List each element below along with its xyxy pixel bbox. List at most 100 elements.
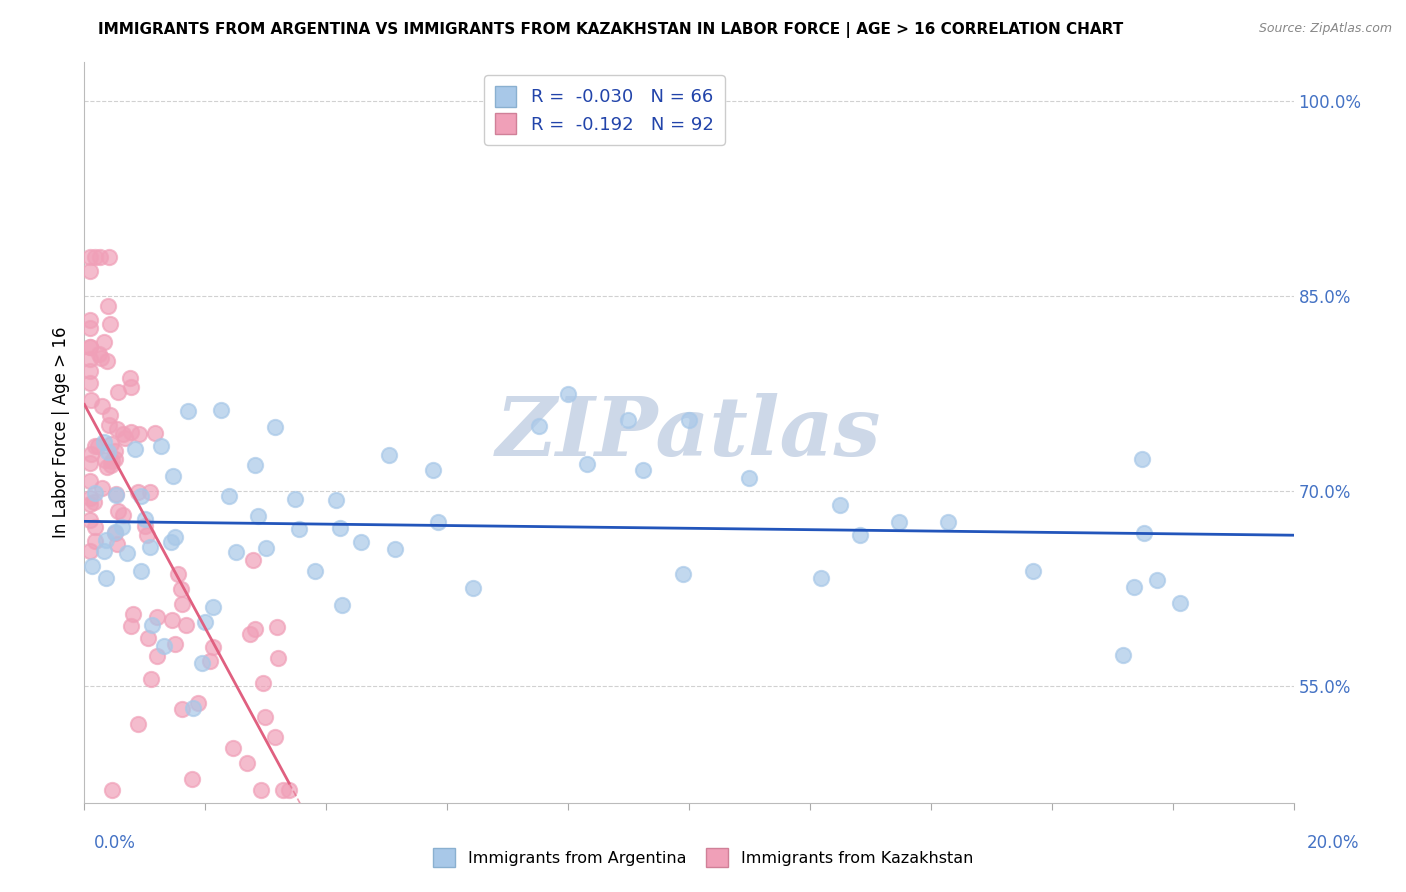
Point bbox=[121, 607, 143, 621]
Point bbox=[242, 553, 264, 567]
Point bbox=[1112, 648, 1135, 663]
Point bbox=[194, 615, 217, 630]
Point bbox=[79, 364, 101, 378]
Point bbox=[149, 439, 172, 453]
Point bbox=[105, 487, 128, 501]
Point bbox=[82, 558, 104, 573]
Point bbox=[236, 756, 259, 771]
Point bbox=[160, 534, 183, 549]
Text: 20.0%: 20.0% bbox=[1306, 834, 1360, 852]
Point bbox=[176, 404, 198, 418]
Point bbox=[165, 530, 187, 544]
Point bbox=[329, 521, 352, 535]
Point bbox=[330, 598, 353, 612]
Point bbox=[162, 614, 184, 628]
Point bbox=[89, 250, 111, 264]
Point bbox=[180, 772, 202, 786]
Legend: R =  -0.030   N = 66, R =  -0.192   N = 92: R = -0.030 N = 66, R = -0.192 N = 92 bbox=[484, 75, 724, 145]
Point bbox=[243, 458, 266, 472]
Point bbox=[101, 454, 124, 468]
Point bbox=[105, 537, 128, 551]
Point bbox=[98, 317, 121, 331]
Point bbox=[246, 509, 269, 524]
Point bbox=[218, 489, 240, 503]
Point bbox=[84, 486, 107, 500]
Point bbox=[97, 299, 120, 313]
Point bbox=[238, 626, 260, 640]
Point bbox=[83, 495, 105, 509]
Point bbox=[101, 782, 124, 797]
Point bbox=[100, 436, 122, 450]
Point bbox=[141, 618, 163, 632]
Point bbox=[174, 618, 197, 632]
Point bbox=[79, 475, 101, 489]
Point bbox=[170, 597, 193, 611]
Point bbox=[134, 512, 156, 526]
Point bbox=[146, 610, 169, 624]
Point bbox=[120, 380, 142, 394]
Point bbox=[111, 508, 134, 523]
Point bbox=[127, 485, 149, 500]
Point bbox=[79, 340, 101, 354]
Point bbox=[91, 399, 114, 413]
Point bbox=[114, 431, 136, 445]
Point bbox=[1123, 580, 1146, 594]
Point bbox=[120, 619, 142, 633]
Point bbox=[89, 346, 111, 360]
Point bbox=[1168, 596, 1191, 610]
Point bbox=[254, 541, 277, 555]
Point bbox=[209, 403, 232, 417]
Point bbox=[134, 518, 156, 533]
Point bbox=[79, 491, 101, 506]
Point bbox=[672, 567, 695, 582]
Point bbox=[80, 447, 103, 461]
Point bbox=[187, 697, 209, 711]
Point bbox=[111, 520, 134, 534]
Point bbox=[575, 458, 598, 472]
Point bbox=[98, 417, 121, 432]
Point bbox=[124, 442, 146, 457]
Point bbox=[79, 544, 101, 558]
Point bbox=[83, 439, 105, 453]
Point bbox=[83, 250, 105, 264]
Point bbox=[105, 488, 128, 502]
Point bbox=[84, 520, 107, 534]
Point bbox=[936, 515, 959, 529]
Point bbox=[94, 571, 117, 585]
Point bbox=[79, 250, 101, 264]
Point bbox=[104, 524, 127, 539]
Point bbox=[120, 425, 142, 440]
Point bbox=[94, 452, 117, 467]
Point bbox=[118, 370, 141, 384]
Point bbox=[79, 313, 101, 327]
Point bbox=[325, 492, 347, 507]
Point bbox=[1133, 525, 1156, 540]
Point bbox=[557, 386, 579, 401]
Point bbox=[79, 376, 101, 391]
Point bbox=[162, 469, 184, 483]
Point bbox=[266, 620, 288, 634]
Point bbox=[250, 782, 273, 797]
Point bbox=[617, 412, 640, 426]
Point bbox=[79, 263, 101, 277]
Point bbox=[90, 351, 112, 365]
Point bbox=[136, 631, 159, 645]
Point bbox=[97, 250, 120, 264]
Point bbox=[288, 522, 311, 536]
Point bbox=[103, 443, 125, 458]
Point bbox=[96, 354, 118, 368]
Point bbox=[107, 384, 129, 399]
Point bbox=[267, 651, 290, 665]
Point bbox=[202, 640, 225, 654]
Point bbox=[139, 485, 162, 500]
Point bbox=[243, 622, 266, 636]
Point bbox=[90, 481, 112, 495]
Point bbox=[263, 419, 285, 434]
Point bbox=[271, 782, 294, 797]
Point bbox=[252, 676, 274, 690]
Point bbox=[79, 352, 101, 367]
Text: Source: ZipAtlas.com: Source: ZipAtlas.com bbox=[1258, 22, 1392, 36]
Point bbox=[201, 599, 224, 614]
Point bbox=[87, 439, 110, 453]
Point bbox=[143, 426, 166, 441]
